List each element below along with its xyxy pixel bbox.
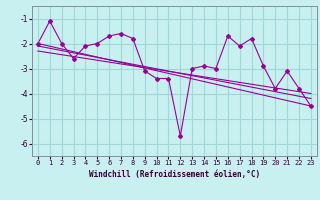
X-axis label: Windchill (Refroidissement éolien,°C): Windchill (Refroidissement éolien,°C) bbox=[89, 170, 260, 179]
